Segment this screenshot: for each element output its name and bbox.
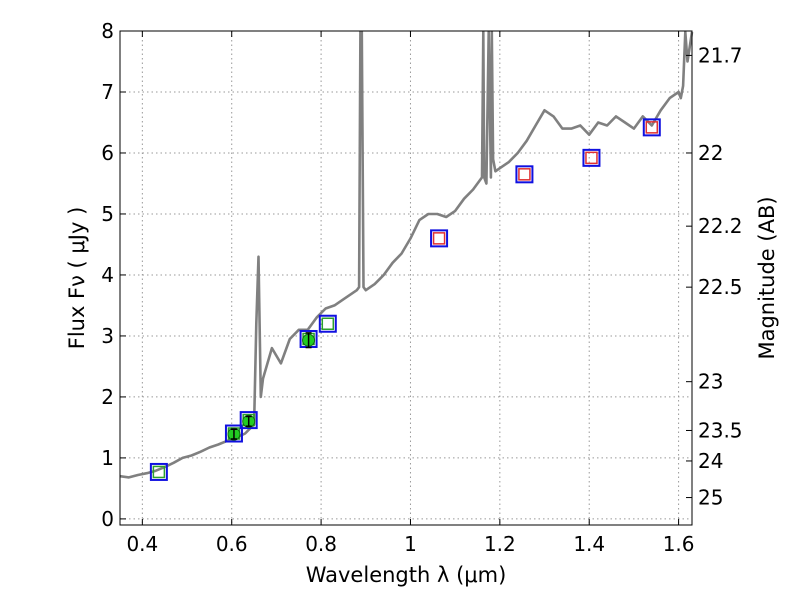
grid-lines (120, 30, 692, 525)
y2-tick-label: 23.5 (698, 418, 743, 442)
y-tick-label: 7 (101, 80, 114, 104)
model-box-red-inner (432, 232, 446, 245)
x-tick-label: 1.6 (663, 532, 695, 556)
model-box-red-inner (518, 168, 531, 181)
x-tick-label: 0.4 (126, 532, 158, 556)
model-box-red-outer (515, 165, 534, 184)
model-box-red-outer (582, 148, 601, 167)
model-box-red-outer (430, 229, 449, 248)
y-tick-label: 5 (101, 202, 114, 226)
y-axis-title: Flux Fν ( μJy ) (65, 207, 89, 350)
y2-tick-label: 22.5 (698, 275, 743, 299)
x-axis-title: Wavelength λ (μm) (306, 563, 507, 587)
y-tick-label: 1 (101, 446, 114, 470)
x-tick-label: 0.6 (216, 532, 248, 556)
model-box-green-outer (224, 424, 243, 443)
model-box-red-inner (645, 121, 659, 134)
photometry-layer (149, 118, 661, 481)
y-tick-label: 0 (101, 507, 114, 531)
y2-axis-title: Magnitude (AB) (755, 196, 779, 359)
x-tick-label: 1.4 (573, 532, 605, 556)
x-tick-label: 0.8 (305, 532, 337, 556)
x-tick-label: 1.2 (484, 532, 516, 556)
model-box-green-inner (321, 317, 335, 330)
model-box-green-outer (239, 411, 258, 430)
y-tick-label: 4 (101, 263, 114, 287)
model-box-green-outer (318, 314, 337, 333)
y2-tick-label: 22 (698, 141, 723, 165)
plot-frame (119, 30, 693, 526)
x-tick-label: 1 (404, 532, 417, 556)
y2-tick-label: 25 (698, 486, 723, 510)
model-box-red-inner (585, 151, 598, 165)
model-box-green-outer (149, 462, 168, 481)
spectrum-layer (119, 30, 694, 479)
model-box-red-outer (642, 118, 661, 137)
y-tick-label: 3 (101, 324, 114, 348)
y-tick-label: 6 (101, 141, 114, 165)
axes: 0.4 0.6 0.8 1 1.2 1.4 1.601234567821.72222.222… (101, 19, 742, 556)
y-tick-label: 8 (101, 19, 114, 43)
spectrum-line (119, 30, 694, 479)
y2-tick-label: 24 (698, 449, 723, 473)
y2-tick-label: 23 (698, 370, 723, 394)
y-tick-label: 2 (101, 385, 114, 409)
y2-tick-label: 22.2 (698, 214, 743, 238)
y2-tick-label: 21.7 (698, 43, 743, 67)
model-box-green-inner (152, 465, 166, 479)
